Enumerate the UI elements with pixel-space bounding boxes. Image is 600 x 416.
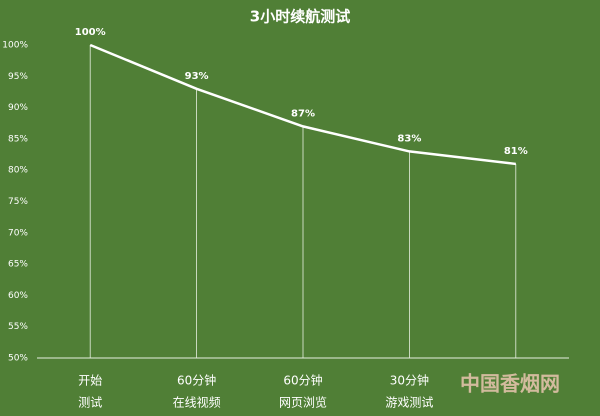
value-label: 81%: [504, 146, 528, 157]
x-tick-label: 在线视频: [173, 395, 221, 410]
watermark: 中国香烟网: [460, 372, 560, 396]
y-tick-label: 55%: [8, 322, 28, 332]
value-label: 87%: [291, 108, 315, 119]
x-tick-label: 网页浏览: [279, 395, 327, 410]
y-tick-label: 90%: [8, 103, 28, 113]
y-tick-label: 95%: [8, 72, 28, 82]
line: [89, 43, 516, 166]
x-tick-label: 测试: [78, 395, 102, 410]
value-label: 83%: [397, 133, 421, 144]
y-tick-label: 50%: [8, 354, 28, 364]
value-label: 93%: [185, 71, 209, 82]
x-tick-label: 60分钟: [177, 373, 216, 388]
y-tick-label: 80%: [8, 166, 28, 176]
x-tick-label: 60分钟: [283, 373, 322, 388]
y-tick-label: 75%: [8, 197, 28, 207]
y-tick-label: 85%: [8, 134, 28, 144]
x-tick-label: 30分钟: [390, 373, 429, 388]
y-tick-label: 100%: [2, 41, 28, 51]
y-tick-label: 65%: [8, 260, 28, 270]
chart-title: 3小时续航测试: [250, 8, 350, 26]
x-tick-label: 开始: [78, 374, 102, 388]
y-tick-label: 60%: [8, 291, 28, 301]
value-label: 100%: [75, 27, 106, 38]
y-tick-label: 70%: [8, 228, 28, 238]
x-tick-label: 游戏测试: [385, 395, 433, 410]
